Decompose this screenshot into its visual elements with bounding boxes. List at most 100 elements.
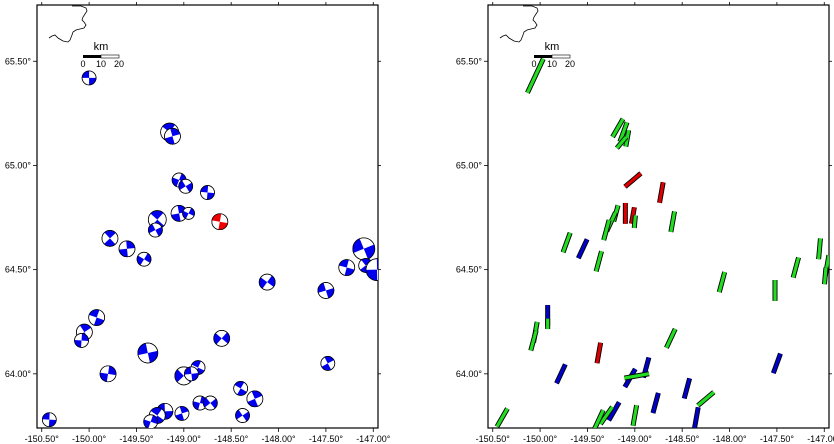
stress-orientation-bar — [692, 406, 701, 428]
x-tick-label: -150.00° — [72, 434, 107, 444]
x-tick-label: -150.50° — [25, 434, 60, 444]
scale-bar-segment — [551, 54, 571, 59]
scale-bar-tick-label: 20 — [114, 59, 124, 69]
y-tick-label: 65.50° — [456, 56, 483, 66]
focal-mechanism-beachball — [184, 366, 199, 382]
stress-orientation-bar — [560, 231, 573, 254]
focal-mechanism-beachball — [137, 342, 159, 364]
stress-orientation-bar — [816, 238, 823, 260]
y-tick-label: 65.00° — [456, 160, 483, 170]
focal-mechanism-beachball — [213, 330, 231, 347]
focal-mechanism-beachball — [182, 207, 195, 220]
x-tick-label: -150.00° — [523, 434, 558, 444]
left-map-panel: -150.50° -150.00° -149.50° -149.00° -148.50°… — [5, 2, 391, 444]
focal-mechanism-beachball — [81, 70, 97, 86]
map-frame — [36, 4, 379, 429]
focal-mechanism-beachball — [235, 408, 250, 423]
scale-bar-tick-label: 0 — [80, 59, 85, 69]
coastline — [499, 5, 539, 43]
x-tick-label: -149.00° — [167, 434, 202, 444]
stress-orientation-bar — [696, 390, 716, 408]
focal-mechanism-beachball — [136, 251, 152, 267]
scale-bar-unit: km — [545, 41, 560, 53]
map-frame — [487, 4, 830, 429]
stress-orientation-bar — [770, 352, 783, 375]
stress-orientation-bar — [623, 371, 650, 381]
stress-orientation-bar — [664, 327, 678, 349]
scale-bar-tick-label: 10 — [547, 59, 557, 69]
scale-bar-segment — [83, 55, 101, 58]
stress-orientation-bar — [630, 404, 640, 427]
stress-orientation-bar — [716, 271, 728, 293]
right-map-panel: -150.50° -150.00° -149.50° -149.00° -148.50°… — [456, 2, 834, 444]
focal-mechanism-beachball — [246, 390, 264, 408]
focal-mechanism-beachball — [178, 178, 194, 194]
stress-orientation-bar — [610, 117, 626, 139]
focal-mechanism-beachball — [211, 213, 229, 231]
stress-orientation-bar — [614, 135, 629, 150]
scale-bar-unit: km — [94, 41, 109, 53]
stress-orientation-bar — [668, 211, 677, 233]
stress-orientation-bar — [821, 267, 829, 285]
stress-orientation-bar — [528, 329, 539, 352]
focal-mechanism-beachball — [99, 365, 117, 383]
x-tick-label: -147.50° — [309, 434, 344, 444]
stress-orientation-bar — [606, 401, 622, 422]
focal-mechanism-beachball — [233, 381, 249, 396]
scale-bar-segment — [100, 54, 120, 59]
x-tick-label: -149.00° — [618, 434, 653, 444]
stress-orientation-bar — [623, 171, 643, 189]
y-tick-label: 64.50° — [456, 265, 483, 275]
stress-orientation-bar — [525, 57, 546, 94]
scale-bar-tick-label: 10 — [96, 59, 106, 69]
x-tick-label: -148.50° — [214, 434, 249, 444]
x-tick-label: -150.50° — [476, 434, 511, 444]
stress-orientation-bar — [601, 219, 612, 241]
focal-mechanism-beachball — [258, 273, 276, 291]
x-tick-label: -147.00° — [807, 434, 834, 444]
focal-mechanism-beachball — [170, 205, 188, 222]
coastline — [48, 5, 88, 43]
scale-bar: km 0 10 20 — [531, 41, 575, 69]
y-tick-label: 64.00° — [456, 369, 483, 379]
stress-orientation-bar — [594, 342, 604, 364]
focal-mechanism-beachball — [202, 395, 218, 411]
focal-mechanism-beachball — [101, 230, 119, 247]
scale-bar: km 0 10 20 — [80, 41, 124, 69]
scale-bar-tick-label: 0 — [531, 59, 536, 69]
stress-orientation-bar — [494, 407, 510, 428]
stress-orientation-bar — [657, 181, 666, 204]
x-tick-label: -149.50° — [570, 434, 605, 444]
x-tick-label: -149.50° — [119, 434, 154, 444]
focal-mechanism-beachball — [200, 185, 215, 200]
stress-orientation-bar — [554, 363, 568, 385]
stress-orientation-bar — [790, 256, 801, 279]
x-tick-label: -148.00° — [261, 434, 296, 444]
stress-orientation-bar — [617, 121, 630, 143]
stress-orientation-bar — [598, 405, 615, 426]
focal-mechanism-beachball — [148, 222, 163, 238]
stress-orientation-bar — [681, 377, 693, 400]
focal-mechanism-beachball — [338, 259, 356, 276]
x-tick-label: -148.00° — [712, 434, 747, 444]
stress-orientation-bar — [631, 215, 638, 229]
stress-orientation-bar — [650, 392, 661, 414]
scale-bar-tick-label: 20 — [565, 59, 575, 69]
scale-bar-segment — [534, 55, 552, 58]
y-tick-label: 64.50° — [5, 265, 32, 275]
x-tick-label: -148.50° — [665, 434, 700, 444]
focal-mechanism-beachball — [118, 240, 136, 258]
focal-mechanism-beachball — [317, 282, 335, 299]
focal-mechanism-beachball — [41, 412, 57, 428]
focal-mechanism-beachball — [365, 258, 378, 281]
y-tick-label: 64.00° — [5, 369, 32, 379]
focal-mechanism-beachball — [88, 309, 106, 326]
x-tick-label: -147.50° — [760, 434, 795, 444]
focal-mechanism-beachball — [143, 414, 159, 428]
stress-orientation-bar — [592, 409, 606, 428]
stress-orientation-bar — [593, 250, 604, 273]
y-tick-label: 65.00° — [5, 160, 32, 170]
focal-mechanism-beachball — [352, 237, 376, 261]
x-tick-label: -147.00° — [356, 434, 391, 444]
